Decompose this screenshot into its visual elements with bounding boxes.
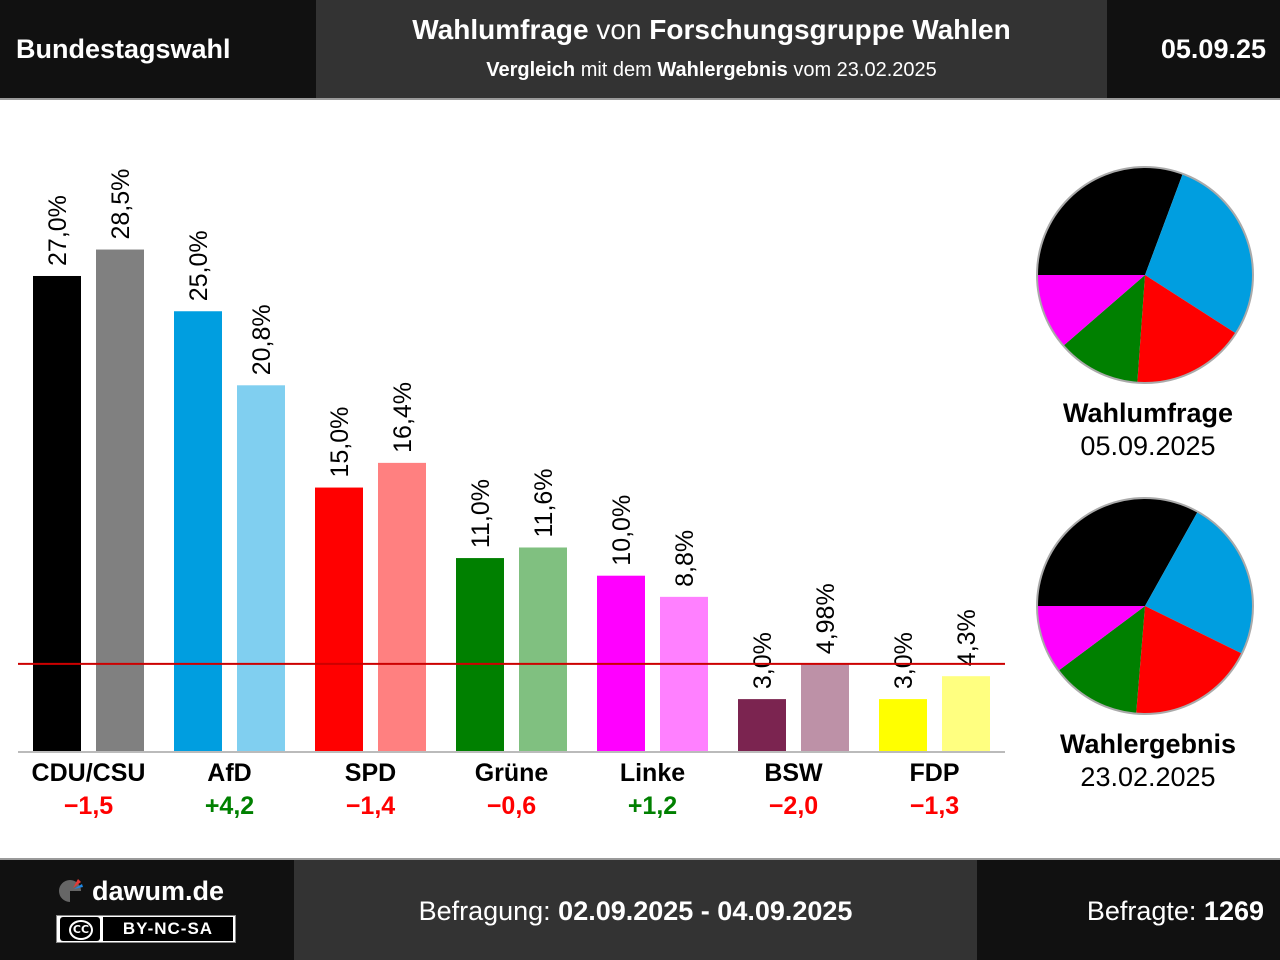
bar-cducsu-poll: [33, 275, 81, 752]
bar-value-label: 3,0%: [890, 632, 918, 689]
bar-afd-poll: [174, 311, 222, 752]
bar-afd-result: [237, 385, 285, 752]
bar-value-label: 4,98%: [812, 583, 840, 654]
bar-cducsu-result: [96, 249, 144, 753]
bar-value-label: 25,0%: [185, 230, 213, 301]
title-part-institute: Forschungsgruppe Wahlen: [649, 14, 1011, 45]
change-label: −2,0: [769, 792, 818, 820]
pie-slice: [1145, 511, 1253, 654]
footer-survey-panel: Befragung: 02.09.2025 - 04.09.2025: [294, 860, 977, 960]
election-name: Bundestagswahl: [16, 34, 231, 64]
bar-fdp-result: [942, 676, 990, 752]
category-label: CDU/CSU: [32, 759, 146, 787]
bar-grne-poll: [456, 558, 504, 752]
pie-chart-poll: [1036, 166, 1254, 384]
bar-spd-result: [378, 462, 426, 752]
category-label: FDP: [910, 759, 960, 787]
change-label: −0,6: [487, 792, 536, 820]
bar-value-label: 8,8%: [671, 530, 699, 587]
bar-value-label: 15,0%: [326, 407, 354, 478]
chart-title: Wahlumfrage von Forschungsgruppe Wahlen: [316, 14, 1107, 46]
bar-fdp-poll: [879, 699, 927, 752]
bar-bsw-poll: [738, 699, 786, 752]
bar-grne-result: [519, 547, 567, 752]
subtitle-part-2: mit dem: [575, 59, 658, 81]
change-label: −1,4: [346, 792, 395, 820]
pie-result-wrap: [1030, 491, 1260, 726]
footer-left-panel: dawum.de CC BY-NC-SA: [0, 860, 294, 960]
pie-result-caption: Wahlergebnis 23.02.2025: [1028, 729, 1268, 793]
category-label: BSW: [764, 759, 823, 787]
pie-result-date: 23.02.2025: [1080, 762, 1216, 792]
pie-slice: [1063, 275, 1145, 383]
bar-bsw-result: [801, 664, 849, 752]
header-right-panel: 05.09.25: [1107, 0, 1280, 98]
category-label: Linke: [620, 759, 685, 787]
category-label: AfD: [207, 759, 251, 787]
category-label: SPD: [345, 759, 396, 787]
header-divider: [0, 98, 1280, 100]
bar-value-label: 3,0%: [749, 632, 777, 689]
footer-divider: [0, 858, 1280, 860]
cc-icon: CC: [60, 917, 100, 941]
pie-slice: [1037, 167, 1183, 275]
header-title-panel: Wahlumfrage von Forschungsgruppe Wahlen …: [316, 0, 1107, 98]
bar-value-label: 20,8%: [248, 304, 276, 375]
survey-period-value: 02.09.2025 - 04.09.2025: [558, 896, 853, 926]
pie-poll-date: 05.09.2025: [1080, 431, 1216, 461]
cc-icon-text: CC: [69, 920, 93, 940]
pie-slice: [1058, 606, 1145, 714]
footer-respondents-panel: Befragte: 1269: [977, 860, 1280, 960]
chart-subtitle: Vergleich mit dem Wahlergebnis vom 23.02…: [316, 59, 1107, 82]
pie-slice: [1145, 173, 1253, 334]
pie-slice: [1037, 606, 1145, 671]
change-label: +4,2: [205, 792, 254, 820]
license-text: BY-NC-SA: [103, 917, 233, 941]
change-label: +1,2: [628, 792, 677, 820]
subtitle-part-3: Wahlergebnis: [657, 59, 788, 81]
pie-slice: [1037, 275, 1145, 346]
bar-chart: 27,0% 28,5% CDU/CSU −1,5 25,0% 20,8% AfD +4,2 15…: [18, 169, 1005, 820]
subtitle-part-1: Vergleich: [486, 59, 576, 81]
bar-value-label: 10,0%: [608, 495, 636, 566]
pie-poll-caption: Wahlumfrage 05.09.2025: [1028, 398, 1268, 462]
dawum-logo-icon: [59, 879, 83, 902]
pie-result-title: Wahlergebnis: [1059, 729, 1237, 759]
pie-poll-title: Wahlumfrage: [1062, 398, 1233, 428]
respondents: Befragte: 1269: [1087, 896, 1264, 927]
pie-poll-wrap: [1030, 160, 1260, 395]
poll-date: 05.09.25: [1160, 34, 1266, 64]
title-part-connector: von: [588, 14, 650, 45]
bar-value-label: 4,3%: [953, 609, 981, 666]
respondents-label: Befragte:: [1086, 896, 1204, 926]
pie-chart-result: [1036, 497, 1254, 715]
pie-slice: [1037, 498, 1198, 606]
pie-slice: [1137, 275, 1236, 383]
change-label: −1,5: [64, 792, 113, 820]
pie-outline: [1036, 497, 1254, 715]
category-label: Grüne: [475, 759, 549, 787]
bar-value-label: 27,0%: [44, 195, 72, 266]
header-left-panel: Bundestagswahl: [0, 0, 316, 98]
change-label: −1,3: [910, 792, 959, 820]
bar-value-label: 11,0%: [467, 479, 495, 548]
site-name[interactable]: dawum.de: [92, 876, 225, 906]
bar-value-label: 16,4%: [389, 382, 417, 453]
license-badge[interactable]: CC BY-NC-SA: [56, 915, 236, 943]
header: Bundestagswahl Wahlumfrage von Forschung…: [0, 0, 1280, 98]
footer: dawum.de CC BY-NC-SA Befragung: 02.09.20…: [0, 860, 1280, 960]
bar-linke-result: [660, 596, 708, 752]
survey-period: Befragung: 02.09.2025 - 04.09.2025: [294, 896, 977, 927]
bar-value-label: 28,5%: [107, 169, 135, 240]
subtitle-part-4: vom 23.02.2025: [787, 59, 937, 81]
respondents-value: 1269: [1203, 896, 1264, 926]
bar-spd-poll: [315, 487, 363, 752]
pie-outline: [1036, 166, 1254, 384]
bar-value-label: 11,6%: [530, 468, 558, 537]
title-part-poll: Wahlumfrage: [412, 14, 589, 45]
survey-period-label: Befragung:: [418, 896, 559, 926]
